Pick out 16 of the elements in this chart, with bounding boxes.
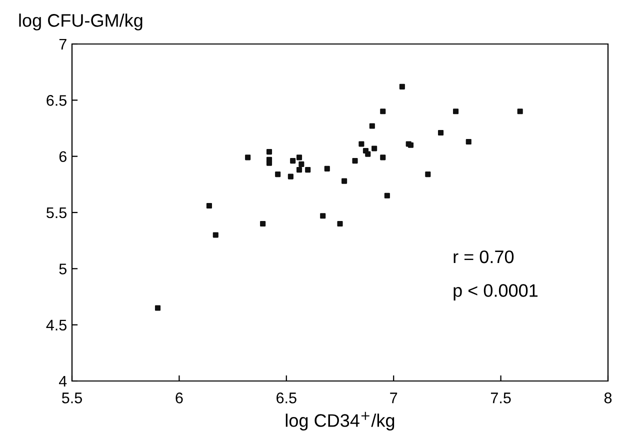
annotation: r = 0.70 — [454, 250, 514, 264]
y-tick-label: 5 — [59, 264, 66, 274]
annotation: p < 0.0001 — [454, 284, 538, 300]
x-tick-label: 6 — [176, 392, 183, 404]
x-axis-title: log CD34$^{+}$/kg — [286, 412, 394, 430]
x-tick-label: 6.5 — [276, 392, 296, 404]
y-axis-title: log CFU-GM/kg — [19, 14, 142, 30]
y-tick-label: 4.5 — [46, 320, 66, 331]
y-tick-label: 6.5 — [46, 95, 66, 106]
y-tick-label: 7 — [59, 39, 66, 50]
y-tick-label: 4 — [58, 376, 67, 387]
y-tick-label: 6 — [59, 151, 66, 162]
x-tick-label: 7.5 — [490, 392, 511, 404]
y-tick-label: 5.5 — [46, 208, 66, 218]
x-tick-label: 7 — [390, 392, 398, 404]
x-tick-label: 8 — [604, 392, 612, 404]
